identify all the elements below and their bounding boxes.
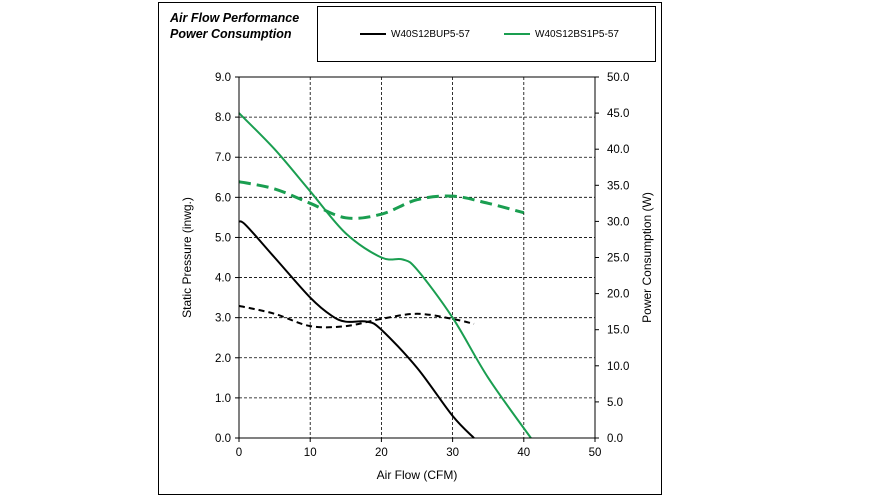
y-right-tick-label: 35.0 (607, 180, 629, 192)
chart-title-line-1: Air Flow Performance (170, 11, 300, 25)
data-curves (238, 112, 532, 439)
chart-title-line-2: Power Consumption (170, 27, 292, 41)
y-axis-left-label: Static Pressure (inwg.) (180, 197, 194, 318)
y-right-tick-label: 5.0 (607, 397, 623, 409)
y-right-tick-label: 40.0 (607, 144, 629, 156)
tick-labels: 0 10 20 30 40 50 0.0 1.0 2.0 3.0 4.0 5.0 6.0 7.0 8.0 9.… (215, 72, 629, 459)
x-tick-label: 30 (446, 447, 459, 459)
y-right-tick-label: 20.0 (607, 289, 629, 301)
y-right-tick-label: 15.0 (607, 325, 629, 337)
y-right-tick-label: 30.0 (607, 216, 629, 228)
chart-legend: W40S12BUP5-57 W40S12BS1P5-57 (317, 6, 656, 62)
x-tick-label: 50 (589, 447, 602, 459)
legend-item-bs1: W40S12BS1P5-57 (504, 27, 619, 41)
y-left-tick-label: 8.0 (215, 112, 231, 124)
y-left-tick-label: 4.0 (215, 273, 231, 285)
y-left-tick-label: 5.0 (215, 232, 231, 244)
x-tick-label: 10 (304, 447, 317, 459)
legend-swatch-bup (360, 33, 386, 35)
x-axis-label: Air Flow (CFM) (377, 468, 458, 482)
y-left-tick-label: 9.0 (215, 72, 231, 84)
chart-frame (158, 2, 662, 495)
chart-title: Air Flow Performance Power Consumption (170, 10, 310, 46)
y-right-tick-label: 10.0 (607, 361, 629, 373)
y-right-tick-label: 25.0 (607, 253, 629, 265)
y-axis-right-label: Power Consumption (W) (640, 192, 654, 323)
y-right-tick-label: 0.0 (607, 433, 623, 445)
series-line-bup-pressure (238, 220, 475, 439)
series-line-bs1-power (238, 180, 525, 220)
legend-item-bup: W40S12BUP5-57 (360, 27, 470, 41)
y-left-tick-label: 7.0 (215, 152, 231, 164)
y-right-tick-label: 45.0 (607, 108, 629, 120)
y-left-tick-label: 6.0 (215, 192, 231, 204)
y-right-tick-label: 50.0 (607, 72, 629, 84)
y-left-tick-label: 0.0 (215, 433, 231, 445)
legend-label-bup: W40S12BUP5-57 (391, 28, 470, 40)
y-left-tick-label: 3.0 (215, 313, 231, 325)
y-left-tick-label: 2.0 (215, 353, 231, 365)
legend-label-bs1: W40S12BS1P5-57 (535, 28, 619, 40)
series-line-bup-power (238, 304, 475, 329)
y-left-tick-label: 1.0 (215, 393, 231, 405)
x-tick-label: 20 (375, 447, 388, 459)
x-tick-label: 0 (236, 447, 242, 459)
series-line-bs1-pressure (238, 112, 532, 439)
x-tick-label: 40 (517, 447, 530, 459)
legend-swatch-bs1 (504, 33, 530, 35)
grid-lines (239, 77, 595, 438)
plot-area-border (238, 76, 596, 439)
